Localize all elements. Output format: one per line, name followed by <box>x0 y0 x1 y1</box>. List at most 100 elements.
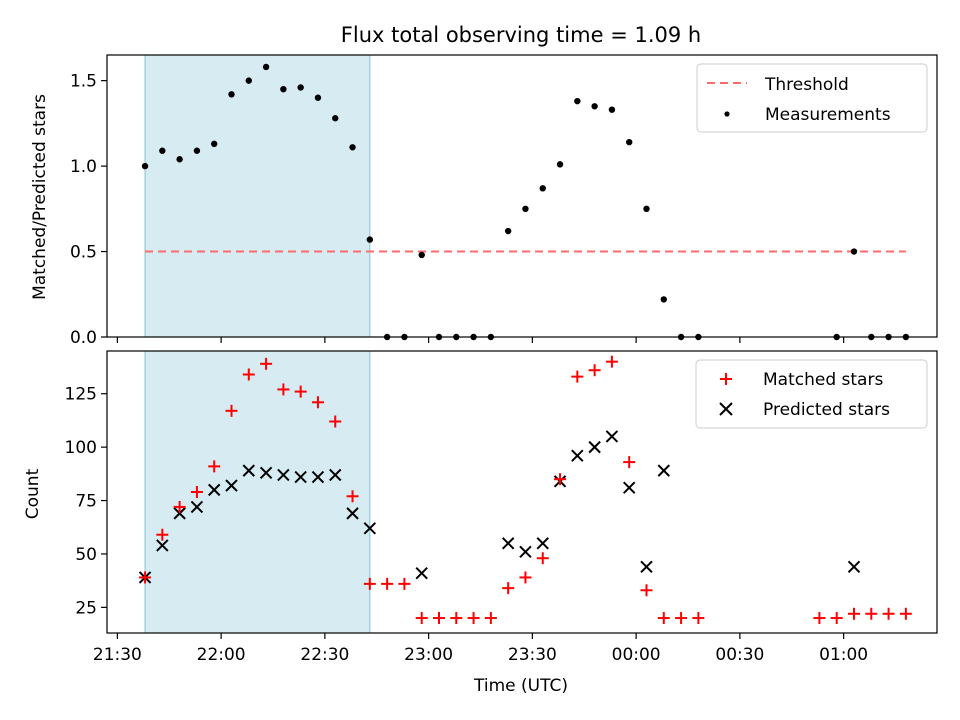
predicted-star-stroke <box>605 430 619 443</box>
matched-star-marker <box>484 612 497 625</box>
predicted-star-marker <box>571 449 584 462</box>
x-tick-label: 23:30 <box>508 645 557 665</box>
bottom-legend-predicted-label: Predicted stars <box>763 400 890 420</box>
matched-star-marker <box>536 552 549 565</box>
matched-star-marker <box>311 396 324 409</box>
bottom-legend-box <box>695 359 928 429</box>
predicted-star-stroke <box>225 479 238 492</box>
matched-star-marker <box>450 612 463 625</box>
measurement-point <box>332 115 339 122</box>
predicted-star-marker <box>294 470 307 484</box>
bottom-panel: 25 50 75 100 125 21:30 22:00 22:30 23:00 23:30 00… <box>23 350 938 696</box>
measurement-point <box>522 205 529 213</box>
predicted-star-stroke <box>519 545 532 559</box>
matched-star-marker <box>675 612 688 625</box>
bottom-legend-matched-label: Matched stars <box>763 370 883 390</box>
matched-star-marker <box>519 571 532 584</box>
measurement-point <box>159 147 166 154</box>
predicted-star-marker <box>329 468 342 482</box>
matched-star-marker <box>813 612 826 625</box>
measurement-point <box>556 161 564 168</box>
measurement-point <box>608 106 616 113</box>
predicted-star-stroke <box>415 566 428 580</box>
predicted-star-stroke <box>501 537 515 550</box>
predicted-star-stroke <box>277 468 290 482</box>
matched-star-marker <box>588 364 601 377</box>
predicted-star-marker <box>605 430 619 443</box>
bottom-y-tick-label: 75 <box>75 492 97 512</box>
matched-star-marker <box>190 486 203 498</box>
matched-star-marker <box>830 612 843 625</box>
top-legend-threshold-label: Threshold <box>764 75 849 95</box>
measurement-point <box>228 91 235 98</box>
measurement-point <box>280 85 287 93</box>
predicted-star-marker <box>259 466 273 479</box>
matched-star-marker <box>260 357 273 370</box>
predicted-star-marker <box>363 522 377 535</box>
matched-star-marker <box>363 577 376 590</box>
predicted-star-stroke <box>657 464 670 477</box>
matched-star-marker <box>294 385 307 398</box>
matched-star-marker <box>173 500 186 513</box>
matched-star-marker <box>848 607 860 620</box>
top-legend-measurements-label: Measurements <box>765 105 891 125</box>
matched-star-marker <box>657 612 670 625</box>
predicted-star-stroke <box>363 522 377 535</box>
top-axes-frame <box>106 54 938 338</box>
measurement-point <box>539 185 546 192</box>
matched-star-marker <box>139 571 152 584</box>
bottom-shaded-interval <box>144 350 371 634</box>
measurement-point <box>418 251 425 259</box>
predicted-star-marker <box>208 483 221 497</box>
measurement-point <box>366 236 374 243</box>
top-panel: 0.0 0.5 1.0 1.5 Matched/Predicted stars Thr… <box>30 54 938 348</box>
predicted-star-marker <box>847 560 861 573</box>
measurement-point <box>211 140 218 148</box>
top-y-tick-label: 1.5 <box>70 72 97 92</box>
bottom-y-axis-label: Count <box>23 468 43 519</box>
x-tick-label: 22:00 <box>197 645 246 665</box>
matched-star-marker <box>242 368 255 381</box>
bottom-legend-predicted-swatch <box>719 402 733 416</box>
top-shaded-interval <box>144 54 371 338</box>
predicted-star-marker <box>415 566 428 580</box>
measurement-point <box>176 156 183 163</box>
bottom-y-tick-label: 25 <box>75 598 97 618</box>
bottom-y-ticks: 25 50 75 100 125 <box>65 385 107 618</box>
predicted-star-marker <box>190 500 204 514</box>
top-y-axis-label: Matched/Predicted stars <box>30 94 50 300</box>
chart-title: Flux total observing time = 1.09 h <box>341 23 701 47</box>
predicted-star-stroke <box>156 539 169 552</box>
measurement-point <box>349 144 356 151</box>
predicted-star-stroke <box>640 560 653 573</box>
matched-star-marker <box>502 582 515 595</box>
bottom-legend: Matched stars Predicted stars <box>695 359 928 429</box>
top-legend: Threshold Measurements <box>696 63 928 133</box>
predicted-star-stroke <box>173 507 186 520</box>
predicted-star-stroke <box>190 500 204 514</box>
predicted-star-stroke <box>329 468 342 482</box>
matched-star-marker <box>208 460 221 473</box>
matched-star-marker <box>571 370 584 383</box>
matched-star-marker <box>225 404 238 417</box>
predicted-star-marker <box>156 539 169 552</box>
measurement-point <box>297 84 304 91</box>
x-tick-label: 00:30 <box>715 645 764 665</box>
measurement-point <box>626 138 633 146</box>
matched-star-marker <box>156 528 169 541</box>
matched-star-marker <box>882 607 895 620</box>
matched-star-marker <box>640 584 653 597</box>
matched-star-marker <box>899 607 912 620</box>
predicted-star-stroke <box>536 537 549 550</box>
top-legend-box <box>696 63 928 133</box>
top-x-ticks <box>116 337 845 343</box>
measurement-point <box>141 162 149 170</box>
bottom-axes-frame <box>106 350 938 634</box>
x-tick-label: 21:30 <box>93 645 142 665</box>
predicted-star-stroke <box>623 481 636 494</box>
bottom-y-tick-label: 125 <box>65 385 97 405</box>
matched-star-marker <box>346 490 359 503</box>
x-tick-label: 01:00 <box>819 645 868 665</box>
predicted-star-marker <box>346 507 359 520</box>
predicted-star-stroke <box>588 440 601 454</box>
